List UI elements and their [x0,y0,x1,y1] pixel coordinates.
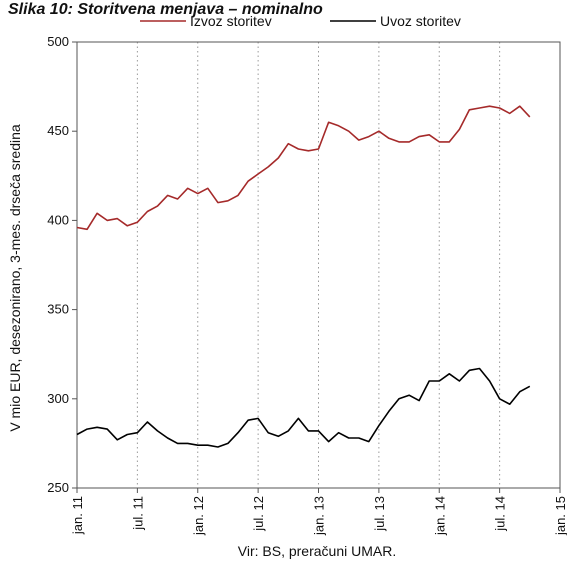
y-tick-labels: 250 300 350 400 450 500 [47,34,69,495]
x-tick-label: jan. 11 [70,496,85,535]
legend-label-uvoz: Uvoz storitev [380,13,461,29]
x-tick-label: jan. 14 [432,496,447,536]
x-tick-label: jan. 13 [312,496,327,536]
x-tick-label: jul. 14 [493,496,508,532]
y-tick-label: 300 [47,391,69,406]
series-lines [76,105,531,448]
y-tick-label: 400 [47,212,69,227]
x-tick-label: jul. 11 [130,496,145,531]
x-tick-labels: jan. 11 jul. 11 jan. 12 jul. 12 jan. 13 jul. … [70,496,567,536]
x-tick-label: jan. 15 [553,496,567,536]
y-tick-label: 500 [47,34,69,49]
x-tick-label: jul. 12 [251,496,266,532]
x-tick-label: jul. 13 [372,496,387,532]
gridlines [136,42,501,488]
axes [72,41,561,493]
legend: Izvoz storitev Uvoz storitev [140,13,461,29]
x-tick-label: jan. 12 [191,496,206,536]
source-note: Vir: BS, preračuni UMAR. [238,543,396,559]
chart-title: Slika 10: Storitvena menjava – nominalno [8,1,323,18]
y-tick-label: 350 [47,302,69,317]
legend-label-izvoz: Izvoz storitev [190,13,272,29]
y-tick-label: 450 [47,123,69,138]
y-axis-title: V mio EUR, desezonirano, 3-mes. drseča s… [7,124,23,432]
y-tick-label: 250 [47,480,69,495]
series-line-izvoz [76,105,531,231]
series-line-uvoz [76,367,531,448]
